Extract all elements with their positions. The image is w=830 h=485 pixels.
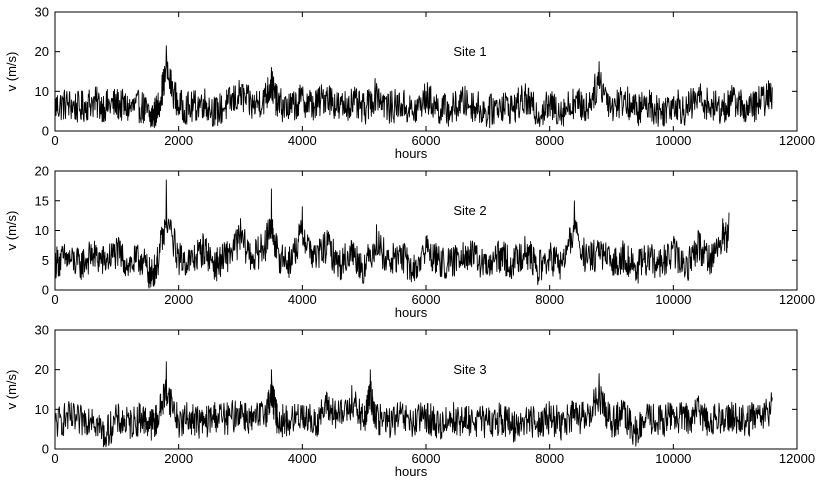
site-1-panel: 0 2000 4000 6000 8000 10000 12000 0 10 20 30 hours v…	[4, 5, 815, 162]
y-tick-label: 10	[35, 402, 49, 417]
y-tick-label: 10	[35, 84, 49, 99]
y-tick-label: 20	[35, 362, 49, 377]
site-3-panel: 0 2000 4000 6000 8000 10000 12000 0 10 20 30 hours v…	[4, 323, 815, 480]
y-tick-label: 5	[42, 253, 49, 268]
y-axis-label: v (m/s)	[4, 52, 19, 92]
site-2-series-line	[54, 179, 730, 289]
site-2-panel: 0 2000 4000 6000 8000 10000 12000 0 5 10 15 20 hours…	[4, 164, 815, 321]
y-tick-label: 20	[35, 44, 49, 59]
y-tick-label: 0	[42, 124, 49, 139]
x-tick-label: 10000	[655, 292, 691, 307]
x-tick-label: 12000	[779, 292, 815, 307]
y-tick-label: 15	[35, 193, 49, 208]
y-tick-label: 0	[42, 442, 49, 457]
y-axis-label: v (m/s)	[4, 211, 19, 251]
x-tick-label: 4000	[288, 292, 317, 307]
y-tick-label: 0	[42, 283, 49, 298]
x-tick-label: 6000	[412, 451, 441, 466]
x-tick-label: 12000	[779, 133, 815, 148]
site-3-series-line	[54, 361, 773, 448]
x-tick-label: 2000	[164, 133, 193, 148]
x-tick-label: 4000	[288, 133, 317, 148]
x-tick-label: 0	[51, 133, 58, 148]
x-tick-label: 6000	[412, 133, 441, 148]
site-title: Site 1	[453, 44, 486, 59]
x-tick-label: 2000	[164, 292, 193, 307]
x-tick-label: 8000	[535, 451, 564, 466]
x-tick-label: 6000	[412, 292, 441, 307]
x-tick-label: 0	[51, 451, 58, 466]
x-tick-label: 12000	[779, 451, 815, 466]
y-tick-label: 30	[35, 5, 49, 20]
x-tick-label: 4000	[288, 451, 317, 466]
x-axis-label: hours	[395, 464, 428, 479]
y-tick-label: 20	[35, 164, 49, 179]
site-title: Site 2	[453, 203, 486, 218]
x-tick-label: 8000	[535, 292, 564, 307]
x-axis-label: hours	[395, 146, 428, 161]
site-1-series-line	[54, 45, 773, 129]
x-tick-label: 10000	[655, 133, 691, 148]
y-tick-label: 10	[35, 223, 49, 238]
x-tick-label: 2000	[164, 451, 193, 466]
x-tick-label: 8000	[535, 133, 564, 148]
x-axis-label: hours	[395, 305, 428, 320]
y-axis-label: v (m/s)	[4, 370, 19, 410]
site-title: Site 3	[453, 362, 486, 377]
x-tick-label: 0	[51, 292, 58, 307]
x-tick-label: 10000	[655, 451, 691, 466]
y-tick-label: 30	[35, 323, 49, 338]
